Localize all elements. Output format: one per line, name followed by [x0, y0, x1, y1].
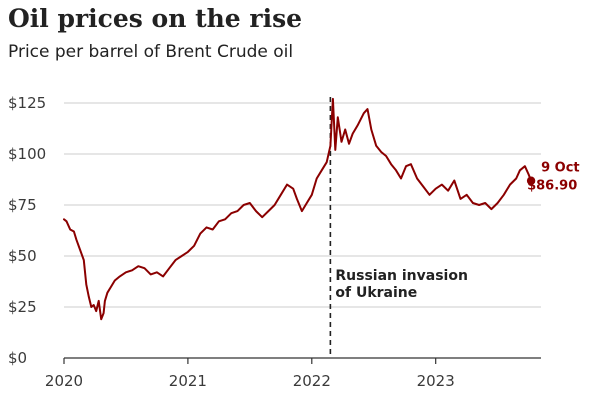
y-tick-label: $75 — [8, 196, 37, 214]
chart-subtitle: Price per barrel of Brent Crude oil — [8, 42, 294, 62]
chart-title: Oil prices on the rise — [8, 4, 303, 33]
annotation-label: of Ukraine — [335, 285, 417, 301]
end-value-label: $86.90 — [527, 179, 577, 194]
x-tick-label: 2021 — [169, 372, 207, 390]
y-tick-label: $100 — [8, 145, 46, 163]
y-tick-label: $50 — [8, 247, 37, 265]
x-axis: 2020 2021 2022 2023 — [45, 357, 541, 390]
x-tick-label: 2023 — [417, 372, 455, 390]
y-tick-label: $25 — [8, 298, 37, 316]
series-layer — [63, 97, 533, 321]
end-point-marker — [526, 176, 536, 185]
annotation-label: Russian invasion — [335, 268, 468, 284]
y-tick-label: $0 — [8, 349, 27, 367]
end-date-label: 9 Oct — [541, 161, 580, 176]
x-tick-label: 2020 — [45, 372, 83, 390]
gridlines — [64, 102, 541, 308]
series-line — [63, 97, 533, 321]
x-tick-label: 2022 — [293, 372, 331, 390]
y-axis-labels: $0 $25 $50 $75 $100 $125 — [8, 94, 46, 367]
y-tick-label: $125 — [8, 94, 46, 112]
end-marker: 9 Oct $86.90 — [526, 161, 580, 194]
